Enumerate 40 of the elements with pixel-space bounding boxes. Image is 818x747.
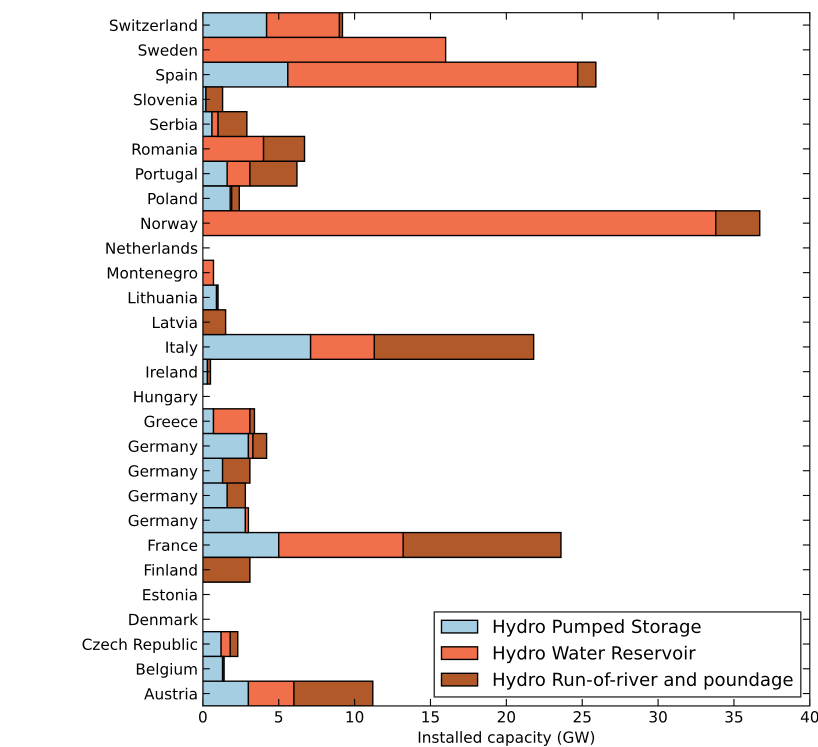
y-tick-label: Portugal bbox=[136, 168, 197, 183]
y-tick-label: Estonia bbox=[143, 588, 197, 601]
x-axis-title: Installed capacity (GW) bbox=[418, 731, 594, 746]
y-tick-label: Sweden bbox=[138, 44, 197, 56]
y-tick-label: Switzerland bbox=[110, 19, 197, 32]
x-tick-label: 25 bbox=[574, 711, 591, 723]
y-tick-label: Latvia bbox=[152, 316, 197, 328]
legend-label: Hydro Water Reservoir bbox=[494, 646, 696, 664]
x-tick-label: 10 bbox=[346, 711, 364, 723]
y-tick-label: Finland bbox=[144, 564, 197, 576]
x-tick-label: 15 bbox=[422, 711, 439, 723]
x-tick-label: 20 bbox=[498, 711, 516, 723]
y-tick-label: Netherlands bbox=[106, 242, 198, 254]
x-tick-label: 30 bbox=[650, 711, 667, 723]
y-tick-label: Serbia bbox=[150, 118, 197, 130]
x-tick-label: 5 bbox=[275, 711, 282, 723]
y-tick-label: Poland bbox=[148, 192, 197, 204]
y-tick-label: Montenegro bbox=[108, 267, 198, 282]
y-tick-label: Ireland bbox=[146, 366, 197, 378]
y-tick-label: Belgium bbox=[136, 662, 197, 678]
y-tick-label: Slovenia bbox=[134, 94, 197, 106]
y-tick-label: Spain bbox=[156, 68, 197, 84]
y-tick-label: Greece bbox=[144, 416, 198, 428]
y-tick-label: Germany bbox=[128, 440, 198, 455]
x-tick-label: 0 bbox=[199, 711, 207, 723]
legend-label: Hydro Run-of-river and poundage bbox=[494, 672, 793, 690]
y-tick-label: Lithuania bbox=[128, 292, 197, 304]
y-tick-label: Romania bbox=[132, 143, 197, 155]
y-tick-label: France bbox=[148, 540, 198, 552]
y-tick-label: Italy bbox=[166, 341, 198, 356]
y-tick-label: Norway bbox=[142, 218, 198, 232]
y-tick-label: Germany bbox=[128, 490, 198, 504]
y-tick-label: Germany bbox=[128, 465, 198, 480]
y-tick-label: Austria bbox=[144, 688, 197, 700]
legend-label: Hydro Pumped Storage bbox=[494, 619, 701, 637]
y-tick-label: Czech Republic bbox=[82, 638, 198, 653]
x-tick-label: 35 bbox=[725, 711, 742, 723]
y-tick-label: Hungary bbox=[134, 391, 198, 406]
y-tick-label: Germany bbox=[128, 514, 198, 530]
y-tick-label: Denmark bbox=[129, 613, 198, 626]
